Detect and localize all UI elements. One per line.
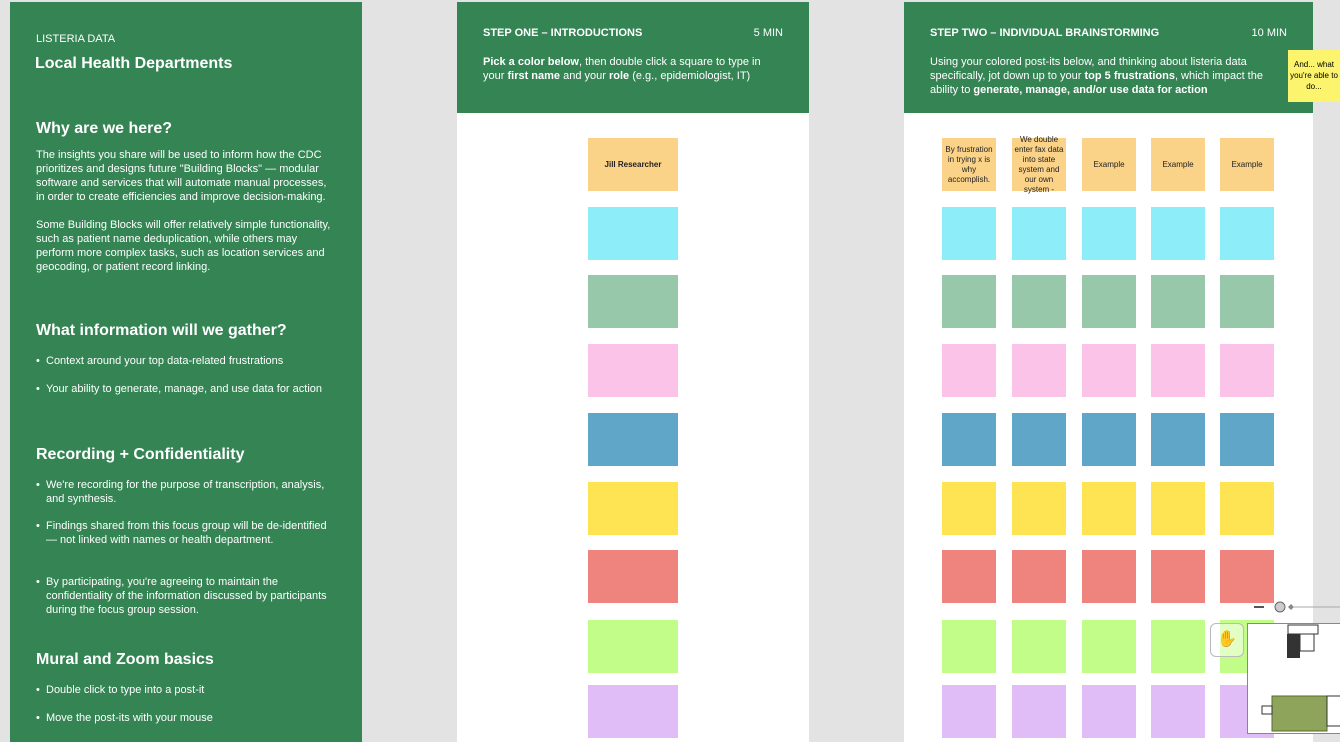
step-one-panel: STEP ONE – INTRODUCTIONS 5 MIN Pick a co… (457, 2, 809, 742)
post-it[interactable] (1082, 620, 1136, 673)
zoom-slider[interactable] (1254, 600, 1340, 614)
post-it[interactable]: Example (1082, 138, 1136, 191)
post-it[interactable] (1220, 413, 1274, 466)
post-it[interactable] (1012, 620, 1066, 673)
post-it[interactable] (1012, 482, 1066, 535)
panel-title: Local Health Departments (35, 55, 233, 72)
list-item: By participating, you're agreeing to mai… (36, 575, 336, 617)
why-p2: Some Building Blocks will offer relative… (36, 219, 331, 273)
list-item: Context around your top data-related fru… (36, 354, 336, 368)
post-it[interactable] (1151, 685, 1205, 738)
post-it[interactable]: Example (1151, 138, 1205, 191)
post-it[interactable] (942, 685, 996, 738)
post-it[interactable] (1151, 207, 1205, 260)
post-it[interactable] (1220, 344, 1274, 397)
post-it[interactable] (1220, 275, 1274, 328)
post-it[interactable] (942, 620, 996, 673)
post-it[interactable] (1082, 344, 1136, 397)
post-it[interactable] (1012, 344, 1066, 397)
post-it[interactable] (588, 620, 678, 673)
post-it[interactable] (1082, 413, 1136, 466)
post-it[interactable] (942, 550, 996, 603)
post-it[interactable] (1082, 207, 1136, 260)
list-item: We're recording for the purpose of trans… (36, 478, 336, 506)
hand-tool-icon[interactable]: ✋ (1210, 623, 1244, 657)
post-it[interactable] (1151, 413, 1205, 466)
step-title: STEP TWO – INDIVIDUAL BRAINSTORMING (930, 27, 1160, 39)
heading-recording: Recording + Confidentiality (36, 446, 245, 463)
why-p1: The insights you share will be used to i… (36, 149, 327, 203)
list-item: Your ability to generate, manage, and us… (36, 382, 336, 396)
post-it[interactable]: By frustration in trying x is why accomp… (942, 138, 996, 191)
post-it[interactable] (1082, 685, 1136, 738)
post-it[interactable]: Example (1220, 138, 1274, 191)
post-it[interactable] (588, 550, 678, 603)
post-it[interactable] (942, 344, 996, 397)
list-item: Move the post-its with your mouse (36, 711, 336, 725)
post-it[interactable] (942, 207, 996, 260)
heading-gather: What information will we gather? (36, 322, 287, 339)
post-it[interactable] (588, 344, 678, 397)
list-item: Double click to type into a post-it (36, 683, 336, 697)
heading-basics: Mural and Zoom basics (36, 651, 214, 668)
post-it[interactable]: Jill Researcher (588, 138, 678, 191)
step-time: 5 MIN (753, 27, 783, 39)
post-it[interactable] (942, 275, 996, 328)
post-it[interactable] (1012, 207, 1066, 260)
post-it[interactable] (1220, 207, 1274, 260)
post-it[interactable]: We double enter fax data into state syst… (1012, 135, 1066, 194)
post-it[interactable] (1151, 275, 1205, 328)
post-it[interactable] (1220, 482, 1274, 535)
post-it[interactable] (1151, 620, 1205, 673)
step-two-panel: STEP TWO – INDIVIDUAL BRAINSTORMING 10 M… (904, 2, 1313, 742)
post-it[interactable] (1220, 550, 1274, 603)
heading-why: Why are we here? (36, 120, 173, 137)
step-one-header: STEP ONE – INTRODUCTIONS 5 MIN Pick a co… (457, 2, 809, 113)
kicker: LISTERIA DATA (36, 33, 116, 45)
post-it[interactable] (1151, 344, 1205, 397)
post-it[interactable] (1082, 550, 1136, 603)
post-it[interactable] (588, 207, 678, 260)
post-it[interactable] (1082, 482, 1136, 535)
post-it[interactable] (1151, 550, 1205, 603)
step-time: 10 MIN (1251, 27, 1287, 39)
minimap[interactable] (1247, 623, 1340, 734)
list-item: Findings shared from this focus group wi… (36, 519, 336, 547)
step-two-header: STEP TWO – INDIVIDUAL BRAINSTORMING 10 M… (904, 2, 1313, 113)
info-panel: LISTERIA DATA Local Health Departments W… (10, 2, 362, 742)
post-it[interactable] (1082, 275, 1136, 328)
yellow-sticky-note[interactable]: And... what you're able to do... (1288, 50, 1340, 102)
post-it[interactable] (942, 482, 996, 535)
post-it[interactable] (1012, 685, 1066, 738)
post-it[interactable] (588, 275, 678, 328)
post-it[interactable] (1012, 275, 1066, 328)
post-it[interactable] (1151, 482, 1205, 535)
post-it[interactable] (1012, 550, 1066, 603)
post-it[interactable] (588, 685, 678, 738)
step-desc: Using your colored post-its below, and t… (930, 56, 1263, 96)
post-it[interactable] (942, 413, 996, 466)
post-it[interactable] (588, 482, 678, 535)
post-it[interactable] (588, 413, 678, 466)
step-title: STEP ONE – INTRODUCTIONS (483, 27, 643, 39)
post-it[interactable] (1012, 413, 1066, 466)
step-desc: Pick a color below, then double click a … (483, 56, 761, 82)
